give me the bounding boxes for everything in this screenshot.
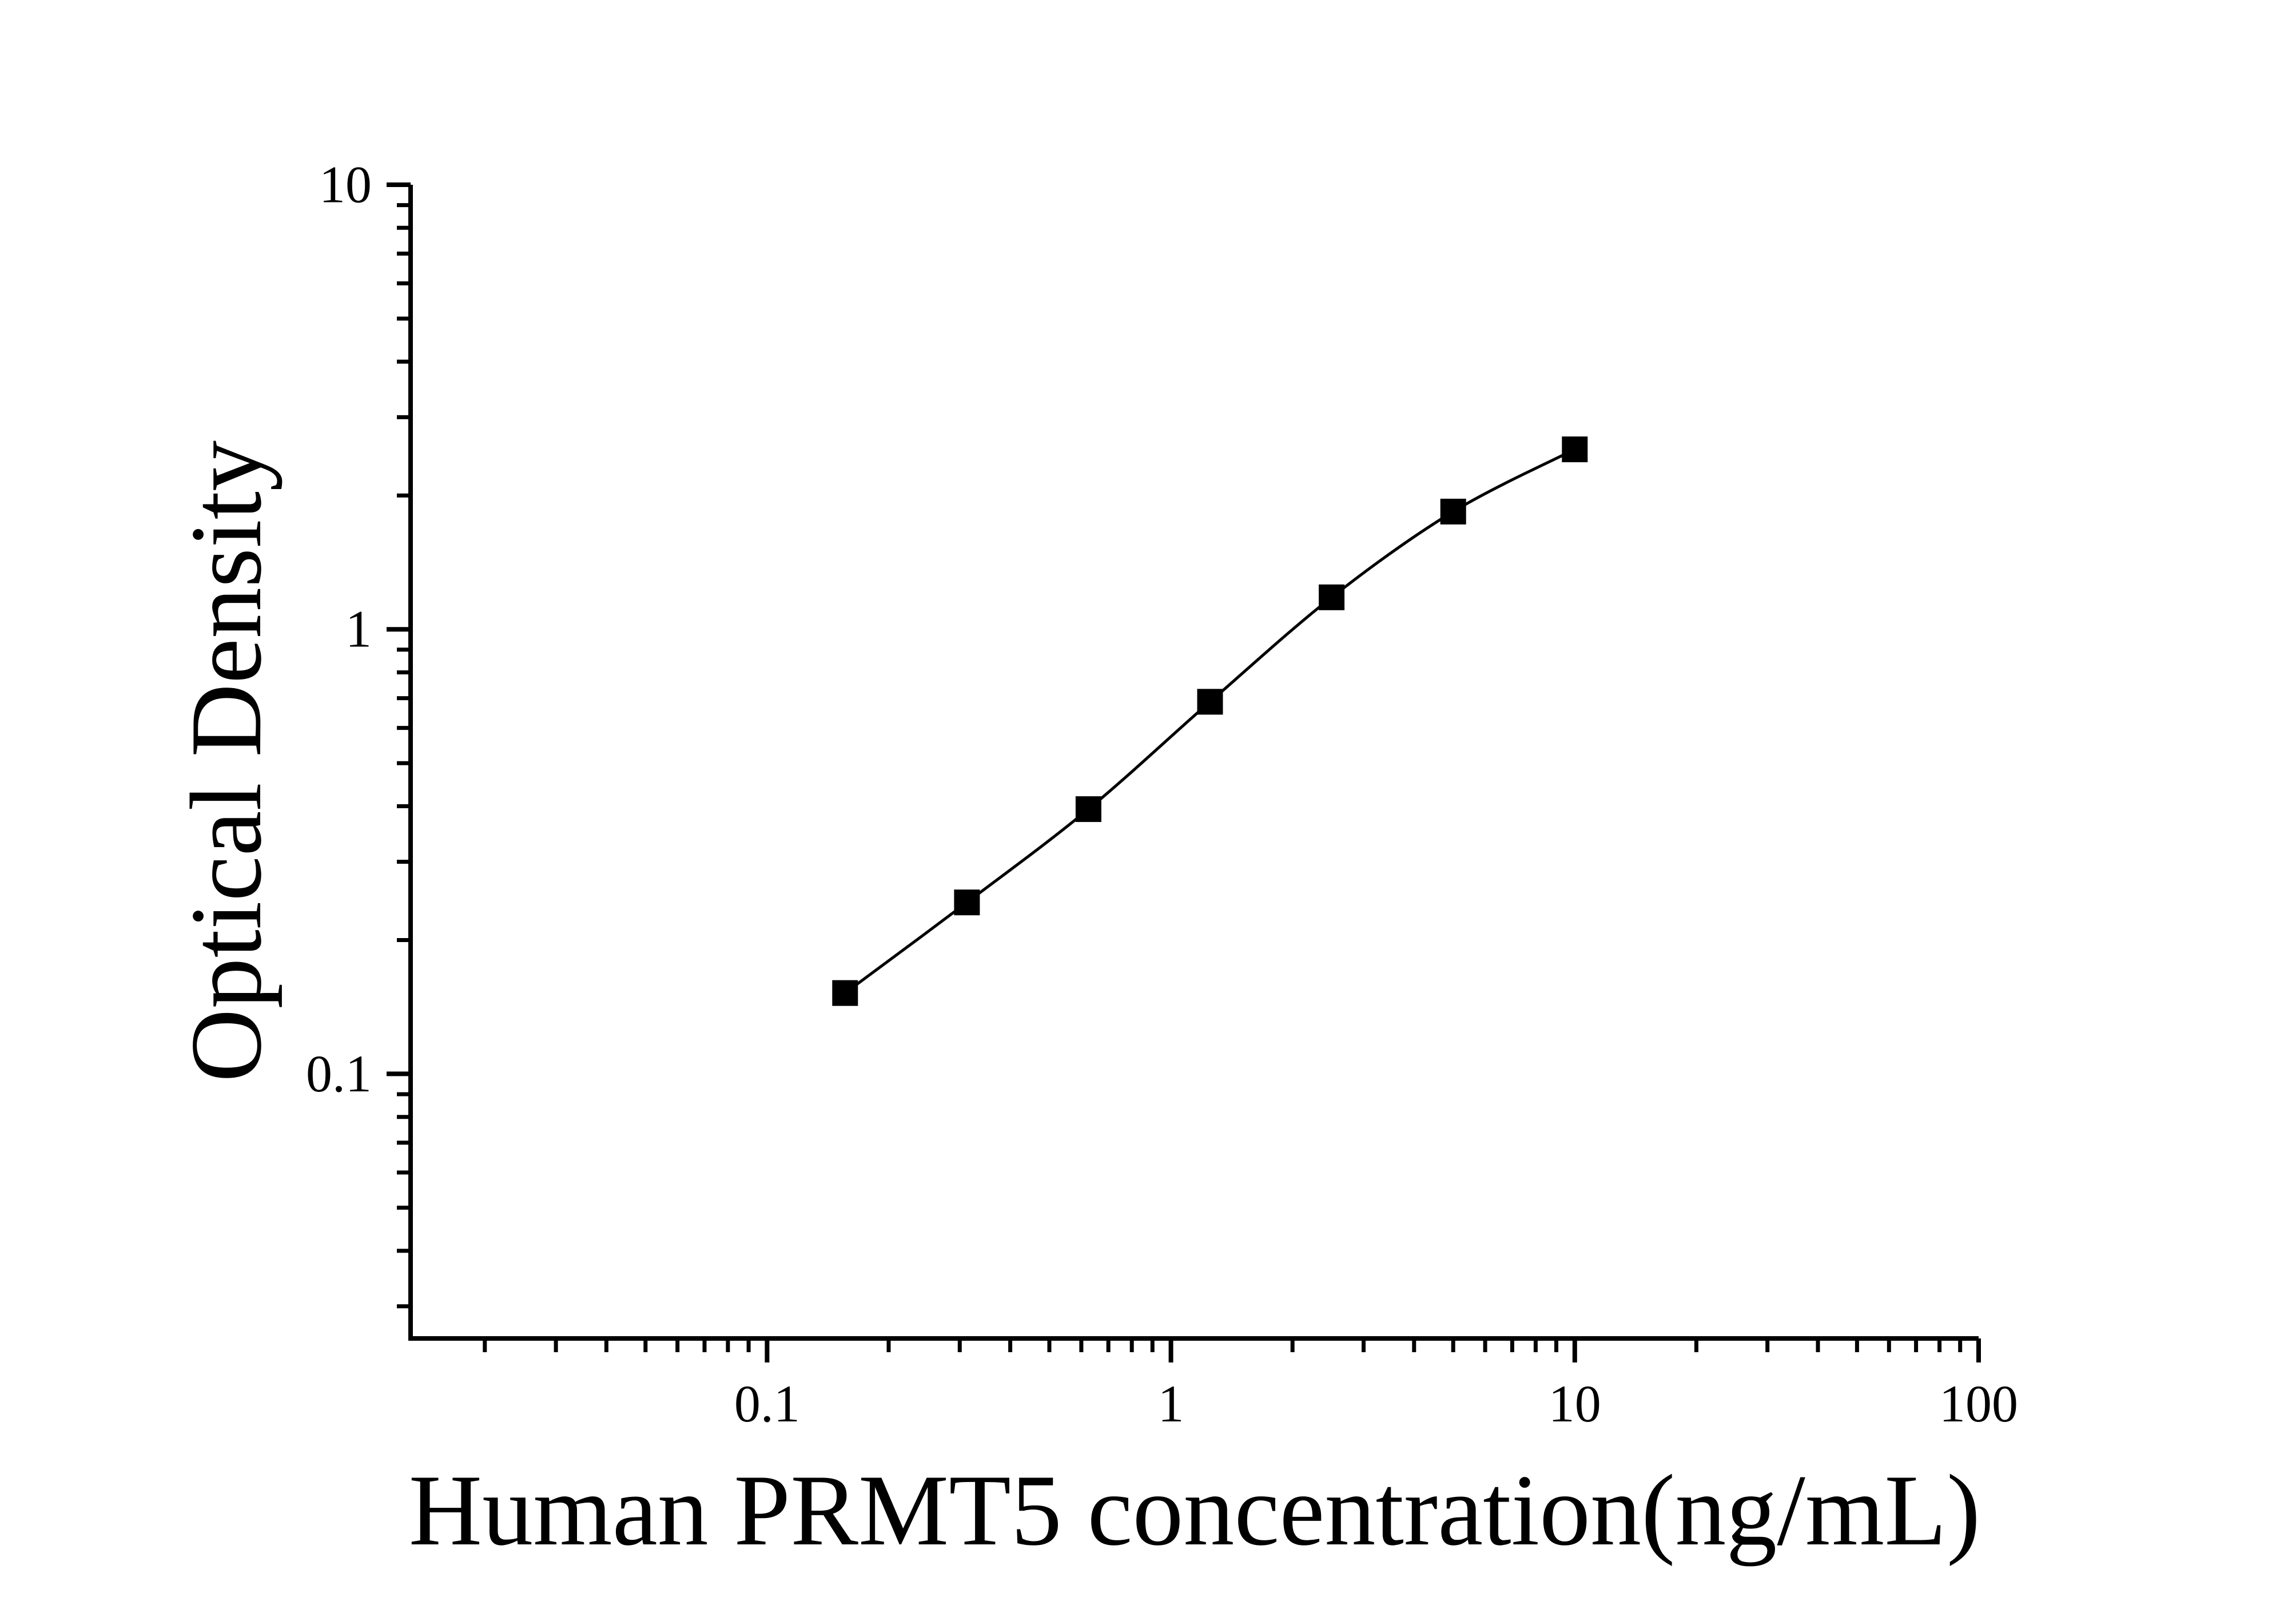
x-tick-label: 10 [1549, 1374, 1601, 1433]
data-point-marker [1562, 436, 1588, 463]
data-point-marker [954, 889, 980, 916]
x-tick-label: 1 [1158, 1374, 1184, 1433]
data-point-marker [1440, 498, 1466, 525]
y-tick-label: 1 [345, 600, 372, 658]
x-tick-label: 100 [1939, 1374, 2018, 1433]
data-point-marker [832, 980, 858, 1006]
y-tick-label: 0.1 [306, 1044, 372, 1103]
data-point-marker [1319, 584, 1345, 610]
x-tick-label: 0.1 [734, 1374, 800, 1433]
y-tick-label: 10 [319, 155, 372, 213]
y-axis: 0.1 1 10 [306, 155, 413, 1341]
x-axis: 0.1 1 10 100 [408, 1336, 2018, 1433]
x-axis-title: Human PRMT5 concentration(ng/mL) [409, 1453, 1981, 1567]
standard-curve-series [832, 436, 1588, 1006]
data-point-marker [1075, 796, 1101, 823]
data-point-marker [1197, 689, 1223, 715]
y-axis-title: Optical Density [169, 440, 282, 1082]
